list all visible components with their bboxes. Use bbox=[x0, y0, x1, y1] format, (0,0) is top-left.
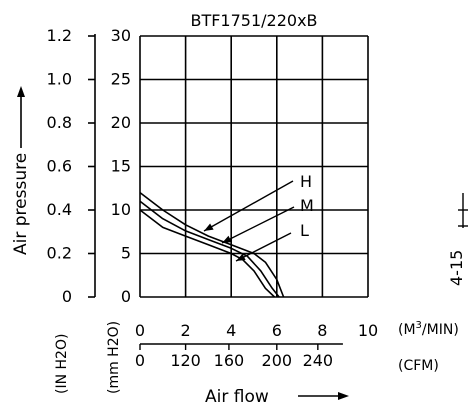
y-tick-mm-label: 0 bbox=[121, 287, 131, 306]
leader-arrowhead-L bbox=[236, 253, 246, 261]
series-label-L: L bbox=[300, 221, 309, 240]
x-axis-arrowhead bbox=[338, 392, 349, 400]
y-tick-in-label: 0 bbox=[62, 287, 72, 306]
curve-H bbox=[139, 191, 285, 298]
y-unit-in: (IN H2O) bbox=[54, 334, 70, 394]
chart-text: HMLBTF1751/220xB05101520253000.20.40.60.… bbox=[11, 11, 468, 407]
x-tick-m3-label: 6 bbox=[272, 321, 282, 340]
series-label-H: H bbox=[300, 172, 312, 191]
x-tick-cfm-label: 200 bbox=[262, 351, 293, 370]
y-tick-in-label: 0.8 bbox=[47, 113, 72, 132]
x-tick-cfm-label: 240 bbox=[303, 351, 334, 370]
y-tick-mm-label: 15 bbox=[111, 157, 131, 176]
y-axis-arrowhead bbox=[17, 86, 25, 97]
y-tick-in-label: 0.2 bbox=[47, 244, 72, 263]
x-tick-cfm-label: 160 bbox=[214, 351, 245, 370]
leader-line-M bbox=[221, 206, 295, 244]
chart-grid bbox=[88, 34, 369, 350]
x-tick-m3-label: 2 bbox=[181, 321, 191, 340]
x-tick-cfm-label: 120 bbox=[170, 351, 201, 370]
leader-arrowhead-H bbox=[204, 223, 214, 231]
side-label: 4-15 bbox=[447, 250, 466, 286]
y-unit-mm: (mm H2O) bbox=[106, 321, 122, 394]
x-unit-cfm: (CFM) bbox=[398, 358, 439, 374]
y-tick-mm-label: 10 bbox=[111, 200, 131, 219]
x-unit-m3: (M3/MIN) bbox=[398, 320, 459, 338]
y-tick-in-label: 1.2 bbox=[47, 26, 72, 45]
curve-M bbox=[139, 200, 280, 298]
y-tick-mm-label: 5 bbox=[121, 244, 131, 263]
y-tick-mm-label: 30 bbox=[111, 26, 131, 45]
leader-line-H bbox=[203, 180, 294, 232]
x-tick-m3-label: 10 bbox=[358, 321, 378, 340]
curve-leader-lines bbox=[203, 180, 295, 262]
y-tick-in-label: 1.0 bbox=[47, 70, 72, 89]
curve-L bbox=[139, 209, 276, 298]
leader-line-L bbox=[235, 232, 292, 262]
x-tick-cfm-label: 0 bbox=[135, 351, 145, 370]
x-tick-m3-label: 8 bbox=[317, 321, 327, 340]
chart-title: BTF1751/220xB bbox=[190, 11, 317, 30]
x-tick-m3-label: 4 bbox=[226, 321, 236, 340]
performance-curves bbox=[139, 191, 285, 298]
y-tick-in-label: 0.6 bbox=[47, 157, 72, 176]
x-tick-m3-label: 0 bbox=[135, 321, 145, 340]
leader-arrowhead-M bbox=[222, 235, 232, 243]
y-tick-mm-label: 25 bbox=[111, 70, 131, 89]
y-axis-title: Air pressure bbox=[11, 153, 31, 255]
x-axis-title: Air flow bbox=[205, 387, 269, 407]
y-tick-mm-label: 20 bbox=[111, 113, 131, 132]
series-label-M: M bbox=[300, 196, 314, 215]
y-tick-in-label: 0.4 bbox=[47, 200, 72, 219]
